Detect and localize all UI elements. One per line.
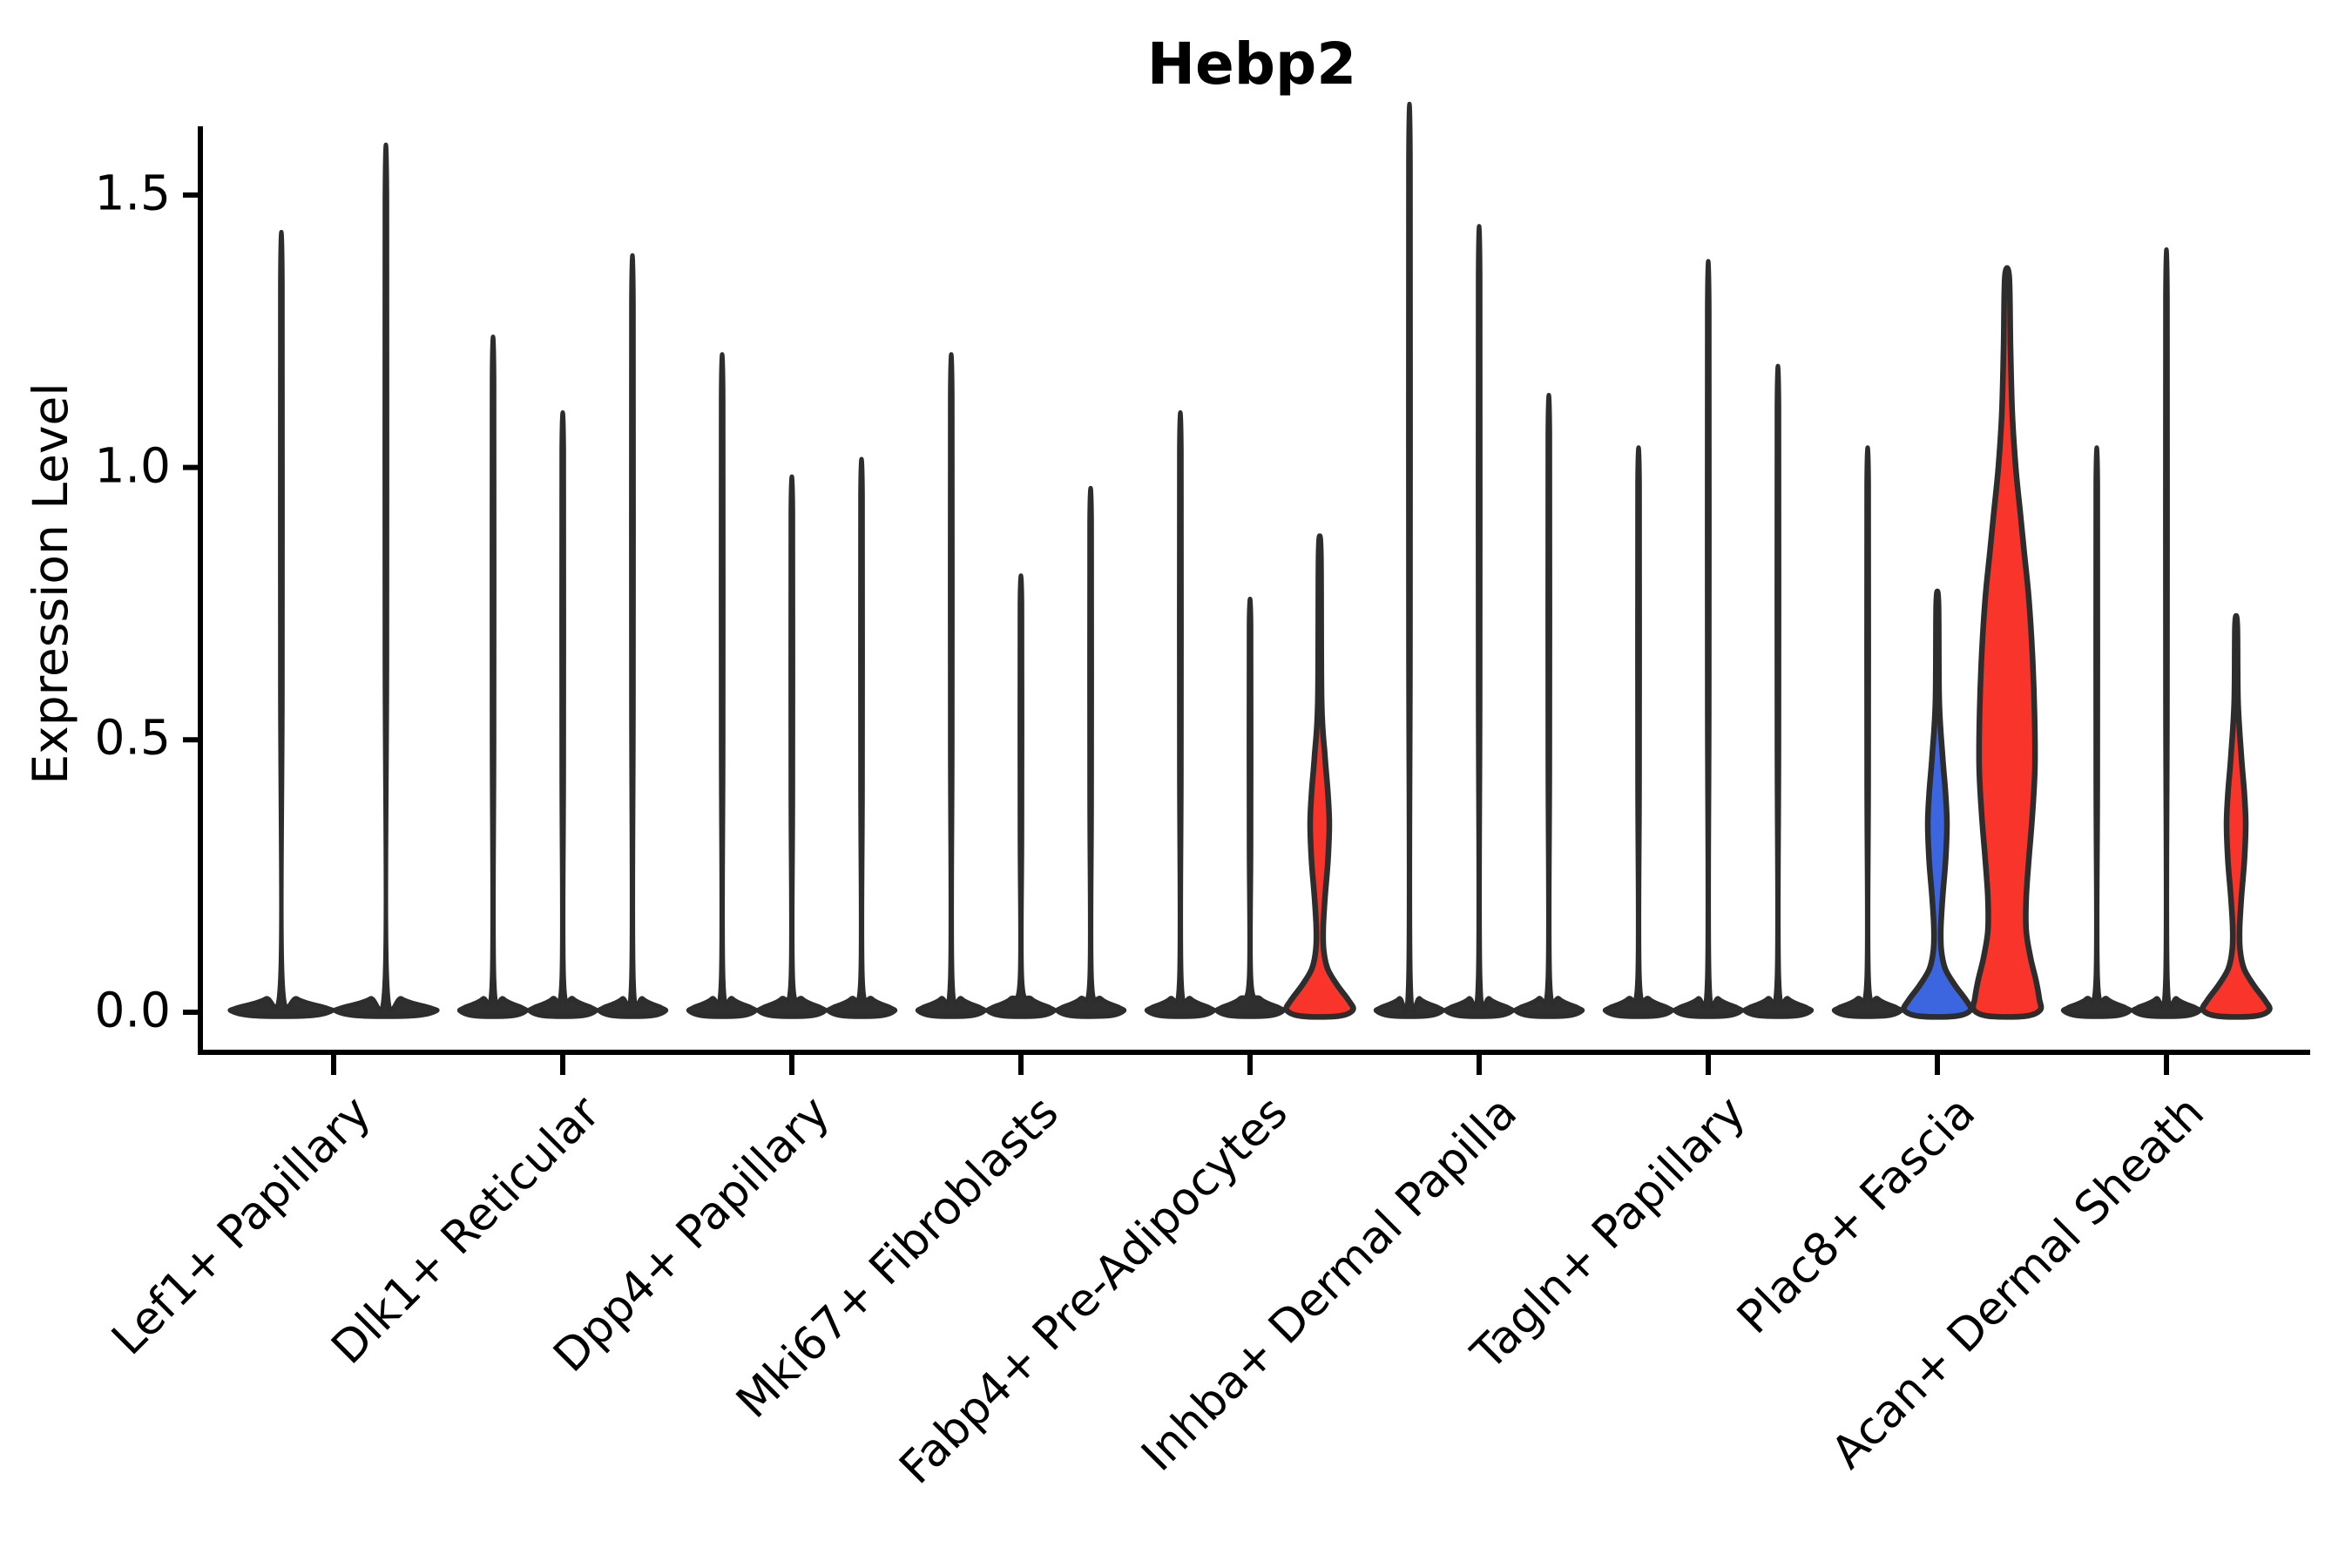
y-tick-label: 0.5 xyxy=(94,709,171,766)
violin-dpp4-slot1 xyxy=(755,474,828,1019)
violin-plac8-slot1 xyxy=(1901,588,1974,1020)
y-axis-label: Expression Level xyxy=(23,382,78,785)
chart-title: Hebp2 xyxy=(1146,30,1357,98)
violin-dlk1-slot0 xyxy=(456,335,530,1019)
violin-dpp4-slot2 xyxy=(825,456,898,1019)
violin-acan-slot2 xyxy=(2200,612,2273,1020)
violin-plac8-slot2 xyxy=(1970,265,2044,1020)
violin-tagln-slot2 xyxy=(1741,363,1815,1019)
violin-dlk1-slot2 xyxy=(596,253,669,1019)
violin-fabp4-slot1 xyxy=(1213,596,1287,1019)
violin-plac8-slot0 xyxy=(1831,445,1904,1019)
violin-mki67-slot0 xyxy=(915,352,988,1019)
violin-lef1-slot0 xyxy=(227,230,335,1019)
violin-inhba-slot2 xyxy=(1512,393,1585,1019)
violin-lef1-slot1 xyxy=(332,142,440,1019)
violin-tagln-slot0 xyxy=(1602,445,1675,1019)
violin-dpp4-slot0 xyxy=(686,352,759,1019)
violin-fabp4-slot0 xyxy=(1144,410,1217,1019)
violin-acan-slot1 xyxy=(2130,247,2203,1019)
violin-inhba-slot1 xyxy=(1443,224,1516,1019)
violin-tagln-slot1 xyxy=(1672,259,1745,1019)
violin-inhba-slot0 xyxy=(1373,101,1446,1019)
y-tick-label: 1.5 xyxy=(94,165,171,221)
violin-mki67-slot1 xyxy=(984,573,1058,1019)
y-tick-label: 1.0 xyxy=(94,436,171,493)
y-tick-label: 0.0 xyxy=(94,982,171,1038)
violin-acan-slot0 xyxy=(2060,445,2133,1019)
violin-dlk1-slot1 xyxy=(526,410,599,1019)
violin-fabp4-slot2 xyxy=(1283,533,1356,1020)
violin-mki67-slot2 xyxy=(1054,486,1127,1019)
